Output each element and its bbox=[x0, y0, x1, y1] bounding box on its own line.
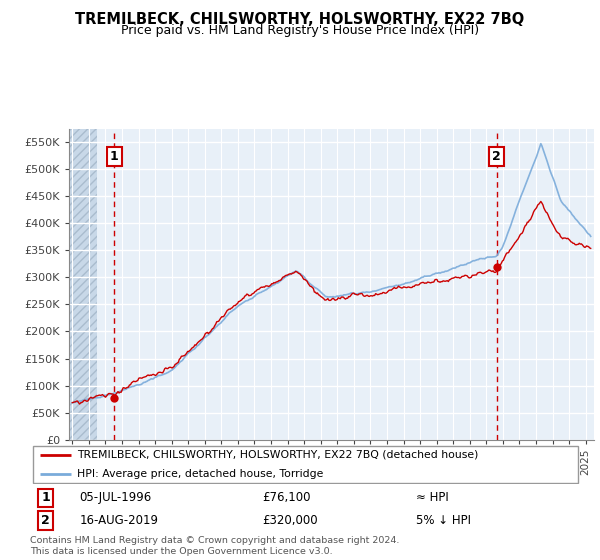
Text: 2: 2 bbox=[41, 514, 50, 527]
Text: 16-AUG-2019: 16-AUG-2019 bbox=[80, 514, 158, 527]
Text: TREMILBECK, CHILSWORTHY, HOLSWORTHY, EX22 7BQ (detached house): TREMILBECK, CHILSWORTHY, HOLSWORTHY, EX2… bbox=[77, 450, 478, 460]
FancyBboxPatch shape bbox=[33, 446, 578, 483]
Text: Contains HM Land Registry data © Crown copyright and database right 2024.
This d: Contains HM Land Registry data © Crown c… bbox=[30, 536, 400, 556]
Text: TREMILBECK, CHILSWORTHY, HOLSWORTHY, EX22 7BQ: TREMILBECK, CHILSWORTHY, HOLSWORTHY, EX2… bbox=[76, 12, 524, 27]
Text: 1: 1 bbox=[110, 150, 118, 164]
Text: £320,000: £320,000 bbox=[262, 514, 317, 527]
Text: 1: 1 bbox=[41, 491, 50, 504]
Text: 2: 2 bbox=[492, 150, 501, 164]
Text: ≈ HPI: ≈ HPI bbox=[416, 491, 449, 504]
Text: HPI: Average price, detached house, Torridge: HPI: Average price, detached house, Torr… bbox=[77, 469, 323, 478]
Text: Price paid vs. HM Land Registry's House Price Index (HPI): Price paid vs. HM Land Registry's House … bbox=[121, 24, 479, 37]
Text: 5% ↓ HPI: 5% ↓ HPI bbox=[416, 514, 472, 527]
Text: £76,100: £76,100 bbox=[262, 491, 310, 504]
Bar bbox=[69, 129, 97, 440]
Text: 05-JUL-1996: 05-JUL-1996 bbox=[80, 491, 152, 504]
